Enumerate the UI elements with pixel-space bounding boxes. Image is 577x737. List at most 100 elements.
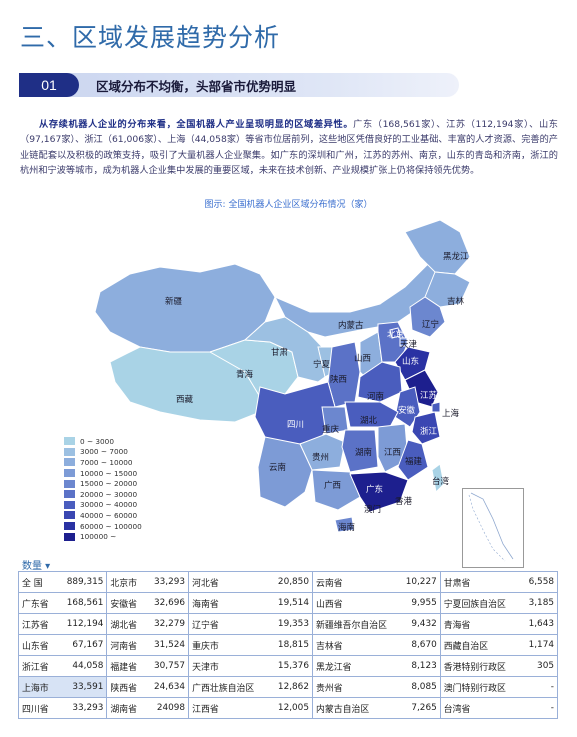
province-count: 168,561 bbox=[66, 598, 104, 608]
table-cell: 全 国 889,315 bbox=[17, 571, 108, 593]
table-row: 四川省 33,293 湖南省 24098 江西省 12,005 内蒙古自治区 7,265 台湾省… bbox=[17, 697, 559, 719]
table-cell: 天津市 15,376 bbox=[188, 655, 313, 677]
table-cell: 澳门特别行政区 - bbox=[439, 676, 559, 698]
label-xizang: 西藏 bbox=[176, 394, 194, 405]
legend-item: 100000 ~ bbox=[64, 531, 142, 542]
table-cell: 宁夏回族自治区 3,185 bbox=[439, 592, 559, 614]
province-count: - bbox=[550, 682, 554, 692]
section-title: 三、区域发展趋势分析 bbox=[20, 23, 281, 52]
province-name: 河南省 bbox=[110, 641, 138, 652]
label-gansu: 甘肃 bbox=[271, 347, 289, 358]
table-cell: 江苏省 112,194 bbox=[17, 613, 108, 635]
table-cell: 江西省 12,005 bbox=[188, 697, 313, 719]
legend-item: 40000 ~ 60000 bbox=[64, 510, 142, 521]
label-sichuan: 四川 bbox=[287, 420, 304, 430]
legend-item: 0 ~ 3000 bbox=[64, 436, 142, 447]
table-row: 浙江省 44,058 福建省 30,757 天津市 15,376 黑龙江省 8,123 香港特别… bbox=[17, 655, 559, 677]
province-name: 全 国 bbox=[22, 578, 43, 589]
province-count: 112,194 bbox=[66, 619, 104, 629]
province-count: 15,376 bbox=[277, 661, 309, 671]
china-map: 黑龙江 吉林 辽宁 内蒙古 新疆 甘肃 宁夏 北京 天津 山西 山东 青海 陕西… bbox=[94, 219, 471, 533]
label-jiangxi: 江西 bbox=[384, 448, 401, 458]
table-cell: 山西省 9,955 bbox=[311, 592, 441, 614]
province-count: 30,757 bbox=[154, 661, 186, 671]
province-name: 天津市 bbox=[192, 662, 219, 673]
province-count: 10,227 bbox=[405, 577, 437, 587]
south-china-sea-inset bbox=[462, 488, 524, 568]
table-cell: 黑龙江省 8,123 bbox=[311, 655, 441, 677]
province-count: 1,643 bbox=[528, 619, 554, 629]
table-heading: 数量 ▾ bbox=[22, 561, 51, 572]
table-cell: 甘肃省 6,558 bbox=[439, 571, 559, 593]
region-liaoning bbox=[409, 296, 446, 338]
label-jiangsu: 江苏 bbox=[420, 390, 438, 401]
province-name: 江西省 bbox=[192, 704, 219, 715]
province-name: 江苏省 bbox=[22, 620, 49, 631]
table-cell: 广西壮族自治区 12,862 bbox=[188, 676, 313, 698]
province-count: 12,005 bbox=[277, 703, 309, 713]
province-name: 山西省 bbox=[315, 599, 343, 610]
table-cell: 湖南省 24098 bbox=[106, 697, 190, 719]
map-caption: 图示: 全国机器人企业区域分布情况（家） bbox=[204, 200, 373, 210]
legend-swatch bbox=[64, 500, 75, 509]
label-hainan: 海南 bbox=[338, 522, 355, 533]
label-yunnan: 云南 bbox=[269, 462, 286, 473]
legend-item: 20000 ~ 30000 bbox=[64, 489, 142, 500]
label-shaanxi: 陕西 bbox=[330, 374, 347, 385]
province-name: 宁夏回族自治区 bbox=[443, 599, 506, 610]
province-name: 北京市 bbox=[110, 578, 138, 589]
label-aomen: 澳门 bbox=[364, 504, 381, 515]
province-name: 贵州省 bbox=[315, 683, 343, 694]
region-heilongjiang bbox=[404, 219, 471, 275]
table-cell: 重庆市 18,815 bbox=[188, 634, 313, 656]
province-count: 8,085 bbox=[411, 682, 437, 692]
label-xinjiang: 新疆 bbox=[165, 296, 183, 307]
province-name: 辽宁省 bbox=[192, 620, 219, 631]
label-taiwan: 台湾 bbox=[432, 476, 450, 487]
label-shandong: 山东 bbox=[402, 356, 419, 367]
legend-swatch bbox=[64, 490, 75, 499]
map-legend: 0 ~ 3000 3000 ~ 7000 7000 ~ 10000 10000 … bbox=[64, 436, 142, 542]
legend-item: 60000 ~ 100000 bbox=[64, 521, 142, 532]
province-count: 33,293 bbox=[154, 577, 186, 587]
region-yunnan bbox=[257, 436, 313, 508]
province-name: 黑龙江省 bbox=[315, 662, 352, 673]
subheading-title: 区域分布不均衡，头部省市优势明显 bbox=[96, 79, 297, 94]
table-cell: 西藏自治区 1,174 bbox=[439, 634, 559, 656]
province-count: 1,174 bbox=[528, 640, 554, 650]
label-tianjin: 天津 bbox=[400, 339, 418, 350]
paragraph-body: 广东（168,561家）、江苏（112,194家）、山东（97,167家）、浙江… bbox=[20, 119, 558, 177]
table-cell: 辽宁省 19,353 bbox=[188, 613, 313, 635]
province-name: 甘肃省 bbox=[443, 578, 471, 589]
label-qinghai: 青海 bbox=[236, 369, 254, 380]
province-count: 33,293 bbox=[72, 703, 104, 713]
province-name: 广西壮族自治区 bbox=[192, 683, 255, 694]
province-count: 889,315 bbox=[66, 577, 104, 587]
legend-item: 15000 ~ 20000 bbox=[64, 478, 142, 489]
table-cell: 陕西省 24,634 bbox=[106, 676, 190, 698]
legend-swatch bbox=[64, 458, 75, 467]
province-count: 67,167 bbox=[72, 640, 104, 650]
province-name: 澳门特别行政区 bbox=[443, 683, 506, 694]
table-cell: 内蒙古自治区 7,265 bbox=[311, 697, 441, 719]
province-count: 8,123 bbox=[411, 661, 437, 671]
province-name: 广东省 bbox=[22, 599, 49, 610]
province-count: 305 bbox=[537, 661, 554, 671]
label-anhui: 安徽 bbox=[398, 405, 416, 416]
province-name: 湖北省 bbox=[110, 620, 138, 631]
legend-swatch bbox=[64, 479, 75, 488]
table-cell: 上海市 33,591 bbox=[17, 676, 108, 698]
subheading-number: 01 bbox=[19, 73, 79, 97]
table-cell: 香港特别行政区 305 bbox=[439, 655, 559, 677]
legend-item: 10000 ~ 15000 bbox=[64, 468, 142, 479]
label-chongqing: 重庆 bbox=[322, 424, 340, 435]
table-cell: 贵州省 8,085 bbox=[311, 676, 441, 698]
table-cell: 台湾省 - bbox=[439, 697, 559, 719]
subheading-bar bbox=[19, 73, 459, 97]
label-hubei: 湖北 bbox=[360, 416, 378, 426]
legend-item: 3000 ~ 7000 bbox=[64, 447, 142, 458]
legend-item: 7000 ~ 10000 bbox=[64, 457, 142, 468]
region-hunan bbox=[341, 429, 379, 473]
label-guangxi: 广西 bbox=[324, 480, 341, 491]
province-name: 云南省 bbox=[315, 578, 343, 589]
